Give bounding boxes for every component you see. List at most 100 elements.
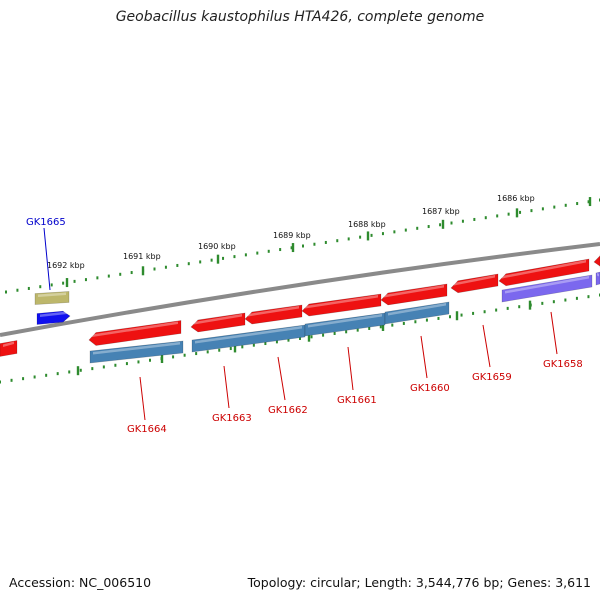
minor-tick: [506, 306, 509, 310]
minor-tick: [310, 335, 313, 339]
major-tick: [76, 366, 80, 376]
ruler-label: 1689 kbp: [273, 231, 311, 240]
minor-tick: [114, 363, 117, 367]
gene-label-gk1665[interactable]: GK1665: [26, 217, 66, 228]
cds-bar-gk1658[interactable]: [501, 274, 593, 303]
gene-label-gk1660[interactable]: GK1660: [410, 383, 450, 394]
gene-leader-line: [277, 356, 286, 401]
major-tick: [291, 243, 295, 253]
minor-tick: [256, 251, 259, 255]
cds-bar-gk1663-1662[interactable]: [191, 324, 306, 353]
cds-bar-gk1661[interactable]: [304, 312, 386, 337]
gene-arrow-gk1663[interactable]: [190, 312, 246, 333]
minor-tick: [183, 353, 186, 357]
minor-tick: [393, 230, 396, 234]
gene-arrow-gk1665[interactable]: [36, 310, 71, 325]
minor-tick: [79, 368, 82, 372]
minor-tick: [437, 316, 440, 320]
minor-tick: [279, 248, 282, 252]
cds-bar-gk1664[interactable]: [89, 340, 184, 364]
minor-tick: [450, 221, 453, 225]
gene-arrow-gk1662[interactable]: [244, 304, 303, 325]
minor-tick: [449, 315, 451, 319]
minor-tick: [218, 348, 221, 352]
gene-arrow-edge-right[interactable]: [593, 254, 600, 268]
gene-arrow-gk1660[interactable]: [380, 283, 448, 306]
minor-tick: [241, 345, 244, 349]
minor-tick: [483, 310, 486, 314]
minor-tick: [379, 325, 382, 329]
minor-tick: [587, 295, 590, 299]
gene-labels: GK1665 GK1664 GK1663 GK1662 GK1661 GK1660 GK16…: [26, 217, 583, 435]
minor-tick: [68, 370, 71, 374]
minor-tick: [427, 225, 430, 229]
minor-tick: [10, 378, 13, 382]
minor-tick: [153, 267, 156, 271]
minor-tick: [541, 301, 544, 305]
minor-tick: [119, 272, 122, 276]
minor-tick: [439, 223, 442, 227]
gene-label-gk1659[interactable]: GK1659: [472, 372, 512, 383]
gene-leader-line: [420, 335, 428, 379]
gene-arrow-gk1658[interactable]: [498, 258, 590, 287]
ruler-label: 1687 kbp: [422, 207, 460, 216]
minor-tick: [91, 367, 94, 371]
minor-tick: [287, 338, 290, 342]
feature-gk1665-olive[interactable]: [34, 291, 70, 305]
minor-tick: [564, 203, 567, 207]
minor-tick: [27, 286, 30, 290]
minor-tick: [368, 326, 371, 330]
minor-tick: [96, 276, 99, 280]
minor-tick: [507, 212, 510, 216]
minor-tick: [324, 240, 327, 244]
gene-label-gk1661[interactable]: GK1661: [337, 395, 377, 406]
minor-tick: [125, 362, 128, 366]
minor-tick: [267, 249, 270, 253]
minor-tick: [62, 281, 65, 285]
minor-tick: [381, 232, 384, 236]
gene-label-gk1658[interactable]: GK1658: [543, 359, 583, 370]
gene-label-gk1662[interactable]: GK1662: [268, 405, 308, 416]
major-tick: [441, 219, 445, 229]
minor-tick: [164, 265, 167, 269]
major-tick: [515, 208, 519, 218]
minor-tick: [472, 311, 475, 315]
gene-arrow-gk1661[interactable]: [301, 293, 382, 317]
gene-arrow-edge[interactable]: [0, 340, 18, 357]
ruler-label: 1688 kbp: [348, 220, 386, 229]
minor-tick: [39, 285, 42, 289]
topology-label: Topology: circular; Length: 3,544,776 bp…: [247, 575, 591, 590]
minor-tick: [229, 347, 232, 351]
gene-label-gk1663[interactable]: GK1663: [212, 413, 252, 424]
minor-tick: [264, 342, 267, 346]
minor-tick: [495, 308, 498, 312]
gene-arrow-gk1664[interactable]: [88, 320, 182, 346]
gene-arrow-gk1659[interactable]: [450, 273, 499, 294]
minor-tick: [541, 207, 544, 211]
minor-tick: [0, 380, 1, 384]
minor-tick: [356, 328, 359, 332]
minor-tick: [50, 283, 53, 287]
minor-tick: [460, 313, 463, 317]
minor-tick: [416, 226, 419, 230]
minor-tick: [519, 210, 522, 214]
gene-leader-line: [482, 324, 491, 368]
minor-tick: [564, 298, 567, 302]
minor-tick: [391, 323, 394, 327]
minor-tick: [107, 274, 110, 278]
gene-label-gk1664[interactable]: GK1664: [127, 424, 167, 435]
cds-bar-edge[interactable]: [595, 271, 600, 286]
minor-tick: [176, 263, 179, 267]
major-tick: [366, 231, 370, 241]
minor-tick: [313, 242, 316, 246]
cds-bar-gk1660[interactable]: [384, 301, 450, 325]
ruler-label: 1686 kbp: [497, 194, 535, 203]
minor-tick: [496, 214, 499, 218]
minor-tick: [252, 343, 255, 347]
ruler-label: 1690 kbp: [198, 242, 236, 251]
gene-features: [0, 254, 600, 364]
minor-tick: [195, 352, 198, 356]
minor-tick: [402, 321, 405, 325]
minor-tick: [222, 256, 225, 260]
minor-tick: [302, 244, 304, 248]
